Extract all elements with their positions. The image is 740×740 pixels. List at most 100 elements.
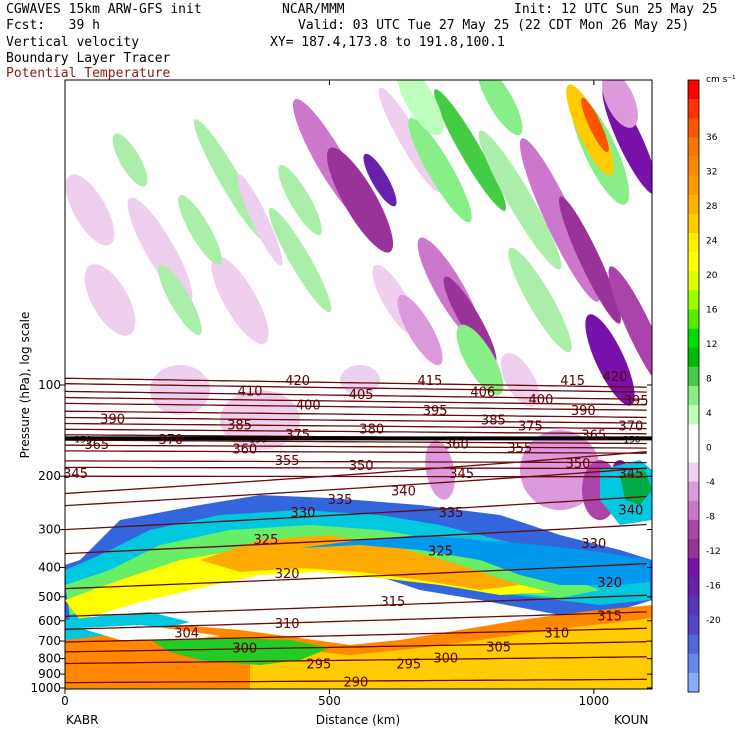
contour-label: 370 [158, 433, 183, 448]
field-patch [268, 207, 332, 313]
colorbar-swatch [688, 328, 699, 349]
contour-label: 350 [349, 459, 374, 474]
org-label: NCAR/MMM [282, 2, 345, 17]
field-patch [237, 174, 283, 266]
contour-label: 365 [84, 438, 109, 453]
colorbar-label: -20 [706, 616, 721, 626]
theta-contour-365 [65, 444, 647, 449]
theta-contour-330 [65, 495, 647, 531]
colorbar-swatch [688, 443, 699, 463]
colorbar-swatch [688, 99, 699, 119]
colorbar: 36 32 28 24 20 16 12 8 4 0 -4 -8 -12 -16 -20 [687, 79, 721, 693]
colorbar-swatch [688, 118, 699, 138]
colorbar-label: 8 [706, 375, 712, 385]
tracer-orange [200, 535, 520, 590]
field-patch [158, 265, 202, 335]
contour-label: 330 [291, 506, 316, 521]
field-patch [477, 80, 523, 136]
contour-label: 310 [275, 617, 300, 632]
colorbar-swatch [688, 252, 699, 272]
colorbar-swatch [688, 233, 699, 253]
forecast-hour: Fcst: 39 h [6, 18, 100, 33]
contour-label: 400 [529, 393, 554, 408]
theta-contour-290 [65, 678, 647, 684]
contour-label: 305 [486, 640, 511, 655]
field-patch [500, 353, 540, 407]
contour-label: 345 [449, 467, 474, 482]
y-tick-label: 400 [38, 560, 61, 574]
colorbar-swatch [688, 424, 699, 444]
field-patch [520, 430, 600, 510]
colorbar-label: 28 [706, 202, 718, 212]
y-tick-label: 500 [38, 590, 61, 604]
theta-contour-395 [65, 410, 647, 419]
colorbar-swatch [688, 175, 699, 196]
contour-label: 365 [581, 429, 606, 444]
tracer-label: 150 [249, 435, 266, 445]
y-tick-label: 200 [38, 469, 61, 483]
theta-contour-335 [65, 467, 647, 507]
colorbar-swatch [688, 137, 699, 157]
colorbar-swatch [688, 347, 699, 368]
theta-contour-345 [65, 475, 647, 478]
contour-label: 406 [470, 386, 495, 401]
y-tick-label: 800 [38, 652, 61, 666]
field-theta: Potential Temperature [6, 66, 171, 81]
colorbar-swatch [688, 577, 699, 597]
colorbar-swatch [688, 194, 699, 215]
colorbar-swatch [688, 290, 699, 310]
colorbar-swatch [688, 672, 699, 693]
colorbar-units: cm s⁻¹ [706, 75, 736, 85]
colorbar-swatch [688, 309, 699, 329]
contour-label: 335 [439, 506, 464, 521]
colorbar-swatch [688, 462, 699, 482]
field-patch [112, 133, 148, 187]
theta-contour-415 [65, 383, 647, 393]
contour-label: 310 [544, 626, 569, 641]
colorbar-swatch [688, 271, 699, 291]
tracer-label: 150 [623, 435, 640, 445]
colorbar-swatch [688, 596, 699, 616]
y-tick-label: 700 [38, 634, 61, 648]
contour-label: 345 [618, 467, 643, 482]
colorbar-swatch [688, 558, 699, 578]
theta-contour-380 [65, 428, 647, 435]
contour-label: 304 [174, 626, 199, 641]
contour-label: 390 [571, 404, 596, 419]
field-patch [585, 314, 635, 406]
y-axis-label: Pressure (hPa), log scale [18, 312, 32, 459]
left-endpoint: KABR [66, 713, 98, 727]
field-patch [456, 324, 504, 396]
contour-label: 405 [349, 388, 374, 403]
contour-label: 290 [343, 676, 368, 691]
theta-contour-315 [65, 594, 647, 617]
colorbar-swatch [688, 80, 699, 100]
theta-contour-420 [65, 377, 647, 388]
field-patch [211, 255, 269, 345]
contour-label: 315 [380, 595, 405, 610]
contour-label: 295 [306, 657, 331, 672]
field-patch [178, 195, 222, 265]
colorbar-label: -12 [706, 547, 721, 557]
field-patch [84, 264, 136, 336]
colorbar-swatch [688, 156, 699, 176]
theta-contour-325 [65, 523, 647, 555]
contour-label: 360 [444, 437, 469, 452]
colorbar-frame [687, 79, 700, 693]
contour-label: 385 [227, 418, 252, 433]
y-tick-label: 600 [38, 614, 61, 628]
theta-contour-355 [65, 460, 647, 464]
colorbar-swatch [688, 539, 699, 559]
contour-label: 355 [275, 454, 300, 469]
theta-contour-385 [65, 422, 647, 430]
colorbar-label: 32 [706, 168, 717, 178]
field-patch [425, 440, 455, 500]
init-time: Init: 12 UTC Sun 25 May 25 [514, 2, 718, 17]
theta-contour-360 [65, 450, 647, 454]
x-axis-label: Distance (km) [316, 713, 400, 727]
colorbar-swatch [688, 386, 699, 406]
contour-label: 325 [254, 533, 279, 548]
valid-time: Valid: 03 UTC Tue 27 May 25 (22 CDT Mon … [298, 18, 690, 33]
y-tick-label: 100 [38, 378, 61, 392]
